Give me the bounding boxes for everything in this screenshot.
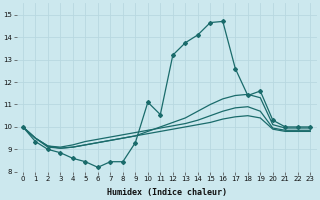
- X-axis label: Humidex (Indice chaleur): Humidex (Indice chaleur): [107, 188, 227, 197]
